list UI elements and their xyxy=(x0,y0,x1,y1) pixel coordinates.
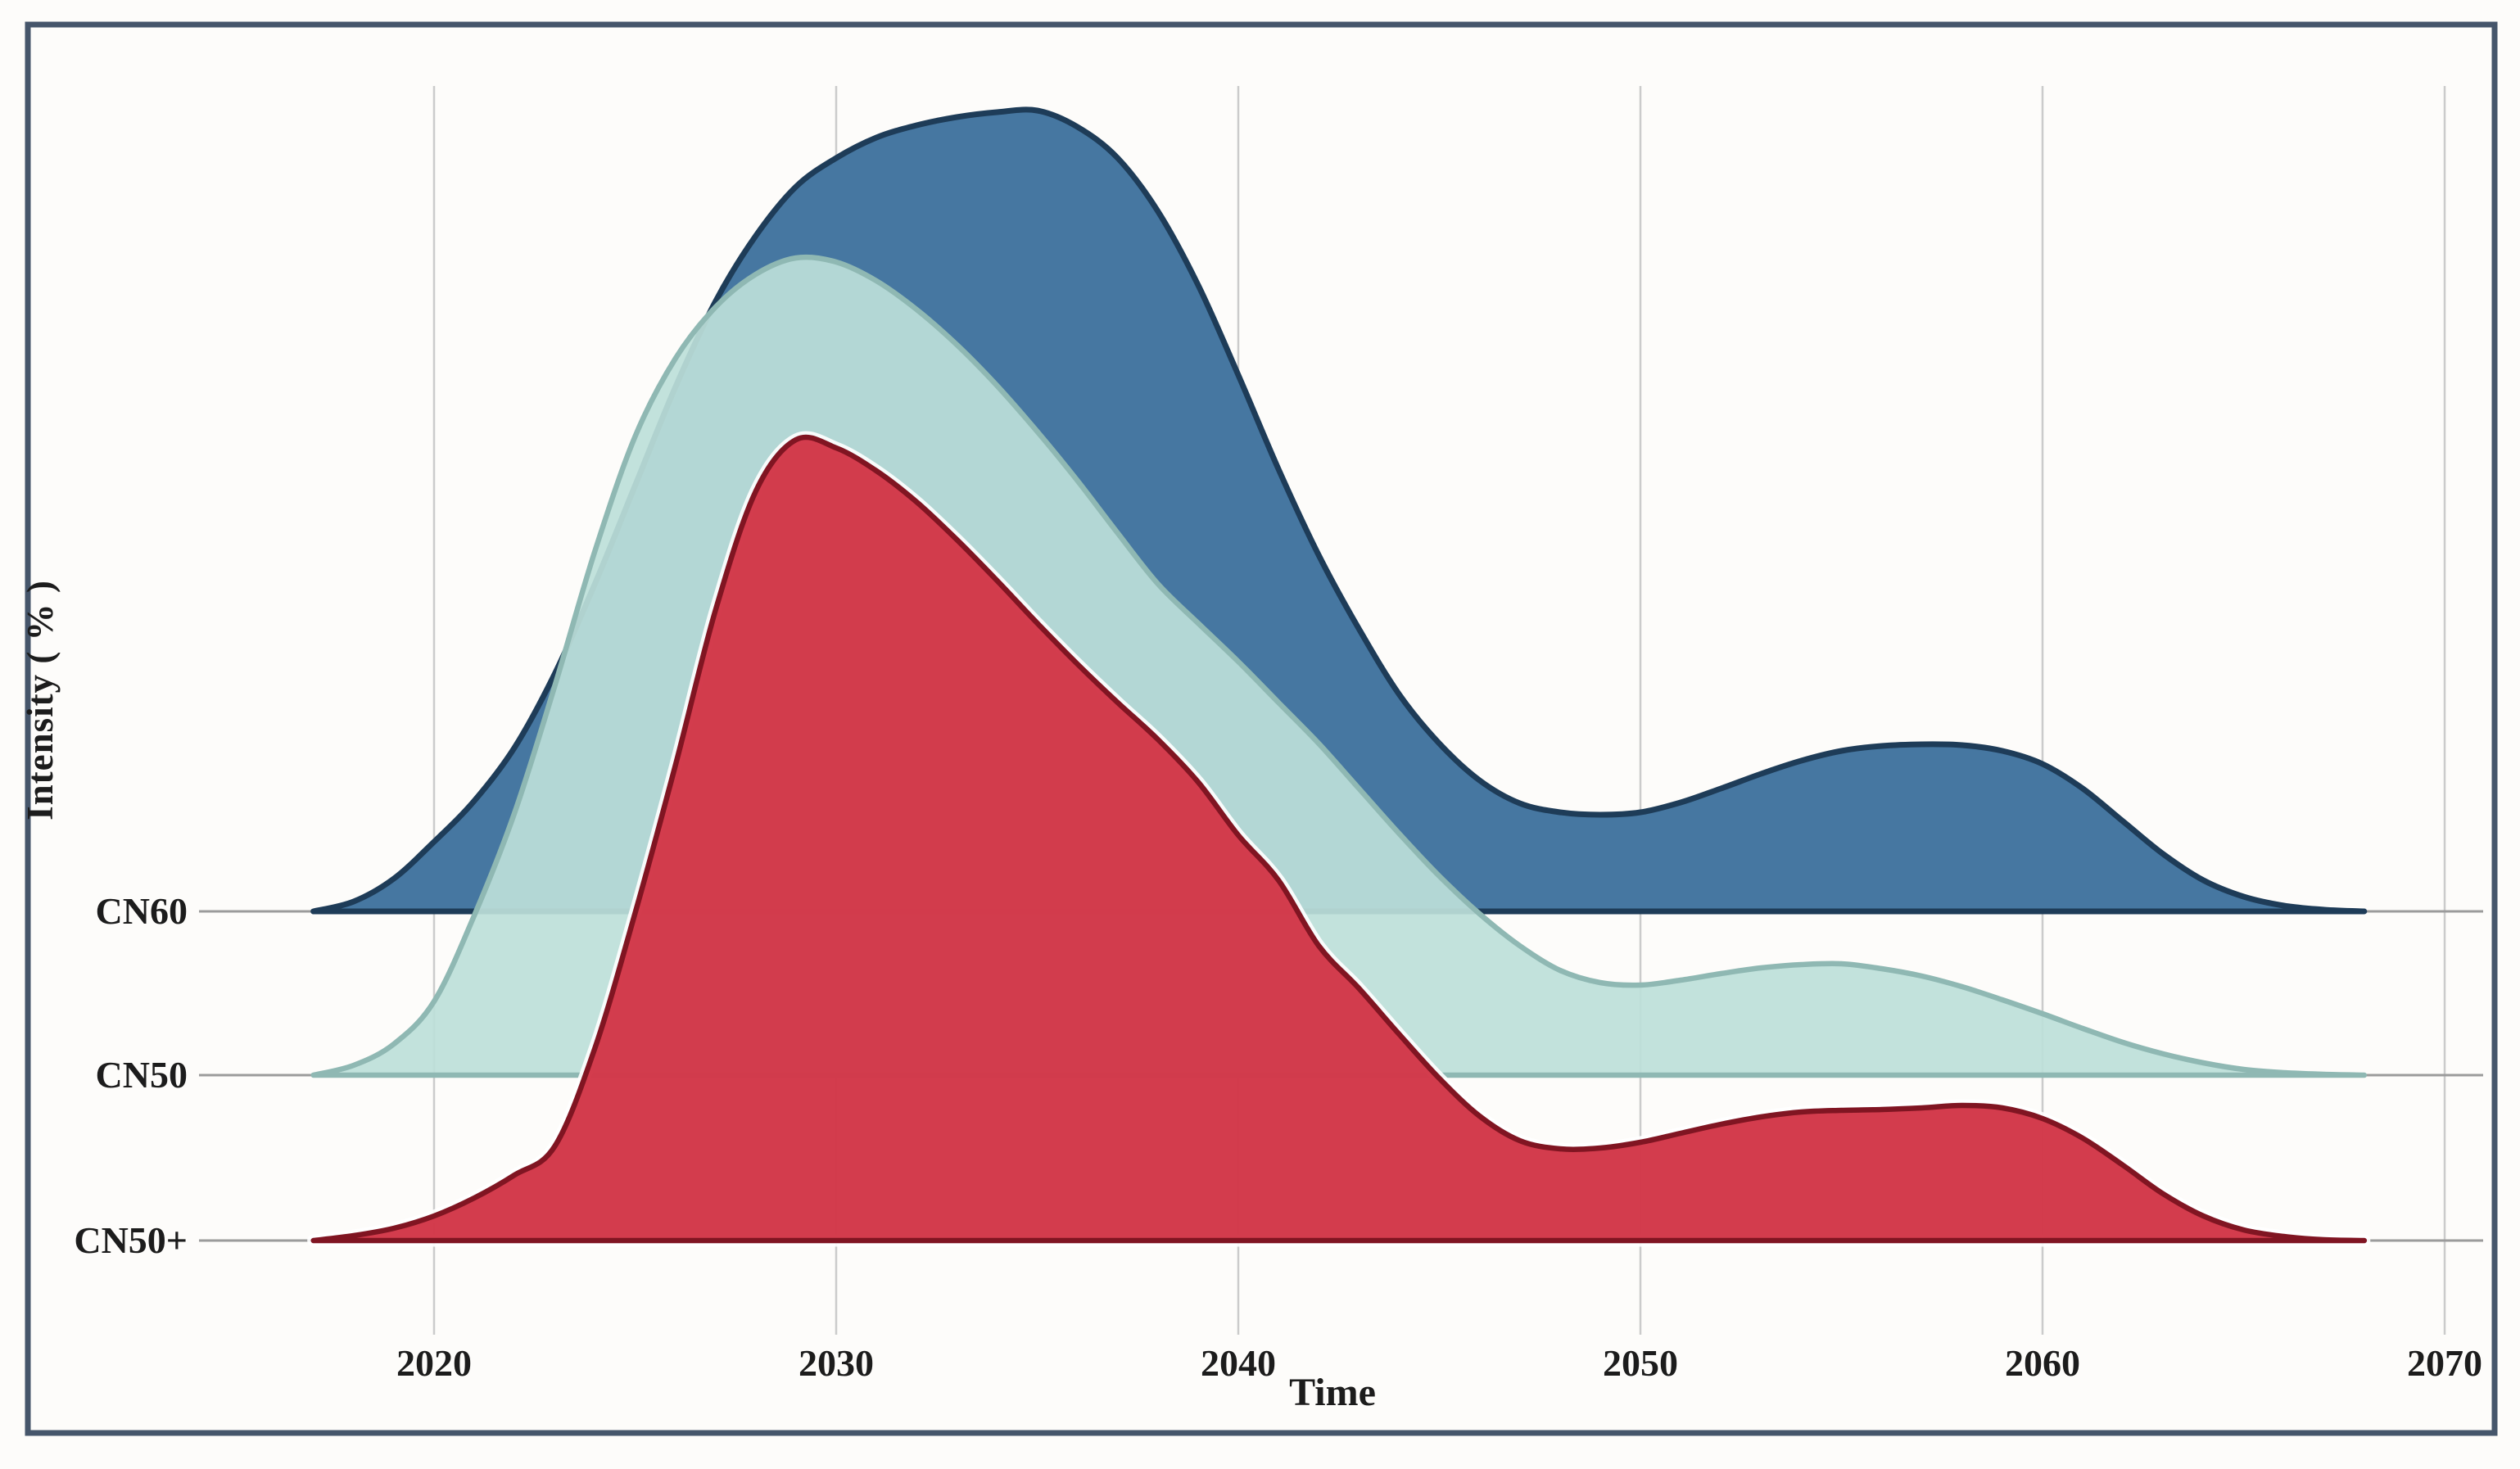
x-tick-2060: 2060 xyxy=(2005,1342,2080,1384)
area-cn50p xyxy=(310,434,2368,1244)
x-tick-2020: 2020 xyxy=(396,1342,472,1384)
row-label-cn50plus: CN50+ xyxy=(74,1219,188,1261)
x-tick-labels: 2020 2030 2040 2050 2060 2070 xyxy=(396,1342,2482,1384)
density-areas xyxy=(307,106,2371,1247)
y-axis-label: Intensity ( % ) xyxy=(20,580,61,820)
x-tick-2070: 2070 xyxy=(2407,1342,2482,1384)
x-axis-label: Time xyxy=(1289,1371,1376,1414)
x-tick-2050: 2050 xyxy=(1603,1342,1678,1384)
plot-border xyxy=(25,21,2498,1436)
x-tick-2040: 2040 xyxy=(1201,1342,1276,1384)
row-label-cn50: CN50 xyxy=(96,1054,188,1096)
x-tick-2030: 2030 xyxy=(799,1342,874,1384)
row-label-cn60: CN60 xyxy=(96,890,188,932)
